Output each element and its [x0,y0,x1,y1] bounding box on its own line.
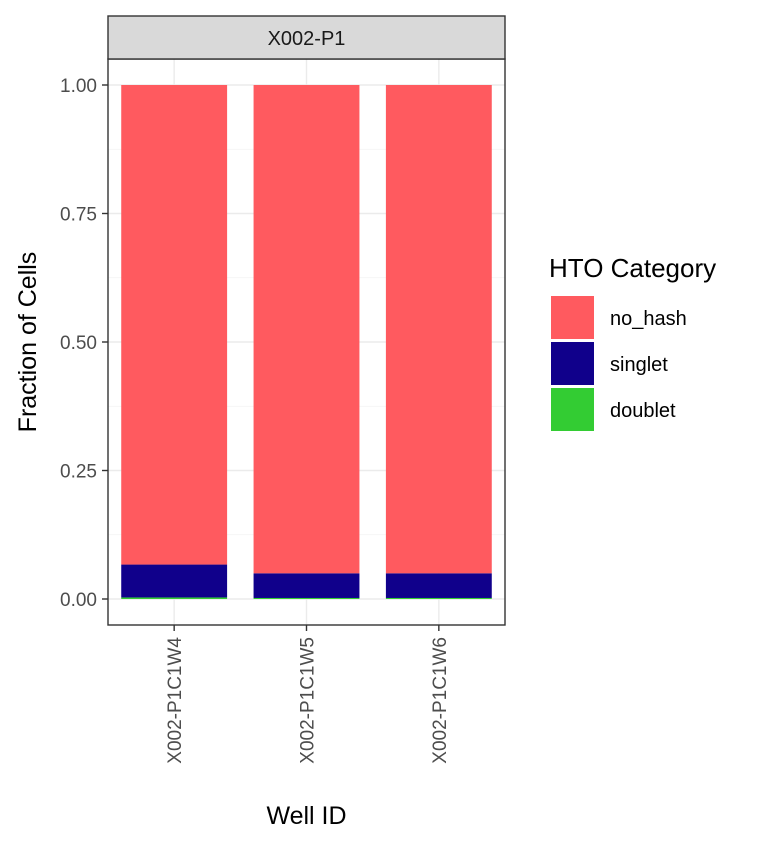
legend-label: no_hash [610,308,687,330]
facet-strip [107,15,506,60]
y-axis: 0.00 0.25 0.50 0.75 1.00 [60,76,108,611]
legend-label: doublet [610,400,676,422]
x-axis-title: Well ID [266,802,346,830]
x-tick-label: X002-P1C1W6 [430,637,451,764]
legend-key-singlet [551,342,594,385]
x-axis: X002-P1C1W4 X002-P1C1W5 X002-P1C1W6 [165,625,451,764]
bar-singlet [121,564,228,598]
y-tick-label: 0.75 [60,205,97,226]
legend-key-doublet [551,388,594,431]
y-tick-label: 1.00 [60,76,97,97]
y-tick-label: 0.25 [60,462,97,483]
legend-label: singlet [610,354,668,376]
y-tick-label: 0.50 [60,333,97,354]
bar-no_hash [385,85,492,574]
facet-label: X002-P1 [268,28,346,50]
bar-no_hash [253,85,360,574]
bar-no_hash [121,85,228,565]
legend-key-no_hash [551,296,594,339]
bars [121,85,492,599]
x-tick-label: X002-P1C1W4 [165,637,186,764]
y-axis-title: Fraction of Cells [14,252,42,433]
bar-doublet [253,597,360,599]
bar-doublet [121,597,228,599]
bar-singlet [253,573,360,598]
bar-singlet [385,573,492,598]
x-tick-label: X002-P1C1W5 [298,637,319,764]
legend-title: HTO Category [549,253,716,283]
y-tick-label: 0.00 [60,590,97,611]
bar-doublet [385,597,492,599]
